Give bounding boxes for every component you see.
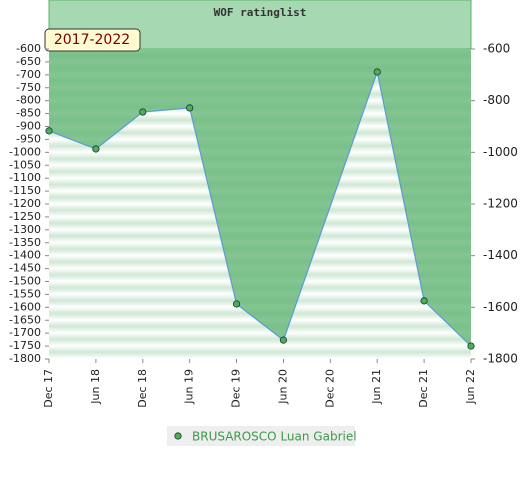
y-tick-label: -850	[16, 107, 41, 120]
y-tick-label: -1150	[9, 184, 41, 197]
point	[186, 104, 194, 112]
y-tick-label: -1050	[9, 158, 41, 171]
y-tick-label: -800	[16, 94, 41, 107]
y2-tick-label: -1800	[483, 352, 518, 366]
x-tick-label: Dec 18	[136, 369, 149, 408]
y-tick-label: -1500	[9, 275, 41, 288]
y2-tick-label: -1600	[483, 300, 518, 314]
y-tick-label: -750	[16, 81, 41, 94]
y-tick-label: -1400	[9, 249, 41, 262]
x-tick-label: Jun 18	[89, 369, 102, 405]
y-tick-label: -1450	[9, 262, 41, 275]
x-tick-label: Dec 20	[323, 369, 336, 408]
period-box	[44, 28, 141, 52]
y-tick-label: -950	[16, 132, 41, 145]
y2-tick-label: -800	[483, 93, 510, 107]
period-label: 2017-2022	[54, 32, 130, 48]
y-tick-label: -900	[16, 120, 41, 133]
y-tick-label: -1800	[9, 352, 41, 365]
x-tick-label: Jun 22	[464, 369, 477, 405]
x-tick-label: Dec 17	[42, 369, 55, 408]
y-tick-label: -1200	[9, 197, 41, 210]
y-tick-label: -1000	[9, 145, 41, 158]
chart-title: WOF ratinglist	[214, 6, 307, 19]
y-tick-label: -650	[16, 55, 41, 68]
plot	[45, 49, 475, 350]
point	[92, 145, 100, 153]
point	[45, 127, 53, 135]
x-tick-label: Jun 21	[370, 369, 383, 405]
y2-tick-label: -1400	[483, 248, 518, 262]
y-tick-label: -700	[16, 68, 41, 81]
x-tick-label: Jun 19	[183, 369, 196, 405]
point	[232, 300, 241, 308]
y-tick-label: -1350	[9, 236, 41, 249]
y-tick-label: -600	[16, 42, 41, 55]
x-tick-label: Jun 20	[276, 369, 289, 405]
point	[139, 108, 147, 116]
x-tick-label: Dec 21	[417, 369, 430, 408]
legend-marker	[174, 432, 182, 440]
y-tick-label: -1100	[9, 171, 41, 184]
point	[420, 297, 428, 305]
point	[279, 336, 288, 344]
x-tick-label: Dec 19	[230, 369, 243, 408]
y-tick-label: -1750	[9, 339, 41, 352]
y2-tick-label: -600	[483, 42, 510, 56]
y2-tick-label: -1200	[483, 197, 518, 211]
point	[373, 68, 381, 76]
y-tick-label: -1300	[9, 223, 41, 236]
y-tick-label: -1550	[9, 287, 41, 300]
legend	[167, 426, 355, 446]
y-tick-label: -1700	[9, 326, 41, 339]
y-tick-label: -1250	[9, 210, 41, 223]
y-tick-label: -1600	[9, 300, 41, 313]
y2-tick-label: -1000	[483, 145, 518, 159]
point	[467, 342, 475, 350]
legend-label: BRUSAROSCO Luan Gabriel	[192, 430, 357, 444]
y-tick-label: -1650	[9, 313, 41, 326]
area	[49, 49, 471, 347]
